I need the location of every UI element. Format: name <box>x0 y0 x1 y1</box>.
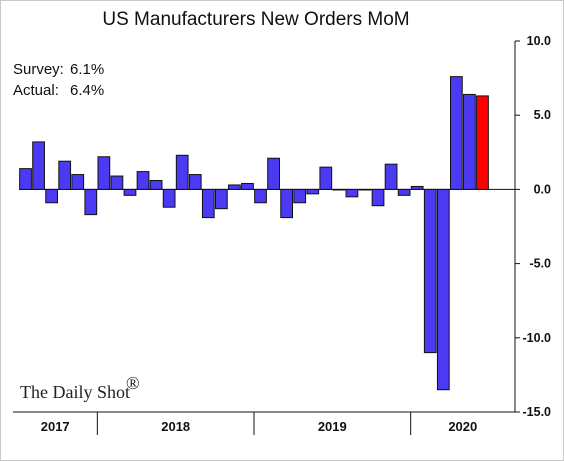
bar <box>123 188 137 196</box>
bar <box>58 160 72 190</box>
survey-label: Survey: <box>13 61 64 78</box>
x-axis: 2017 2018 2019 2020 <box>13 411 515 435</box>
bar <box>293 188 307 204</box>
bar <box>449 76 463 190</box>
y-tick-label: 10.0 <box>527 34 551 48</box>
y-tick-group: 10.0 5.0 0.0 -5.0 -10.0 -15.0 <box>515 34 551 419</box>
bar <box>32 141 45 190</box>
brand-watermark: The Daily Shot ® <box>20 373 140 402</box>
survey-value: 6.1% <box>70 61 104 78</box>
bar <box>175 154 189 190</box>
bar <box>384 163 398 190</box>
bar <box>345 188 359 198</box>
y-tick-label: -10.0 <box>523 331 552 345</box>
bar <box>71 174 85 190</box>
bar <box>423 188 437 354</box>
survey-annotation: Survey: 6.1% Actual: 6.4% <box>13 61 104 99</box>
bar-latest <box>476 95 489 190</box>
y-tick-label: -15.0 <box>523 405 552 419</box>
bar <box>149 180 163 190</box>
bars-group <box>19 76 489 391</box>
bar <box>19 168 32 190</box>
bar <box>162 188 176 208</box>
bar <box>358 188 372 191</box>
bar <box>254 188 267 204</box>
chart-title: US Manufacturers New Orders MoM <box>102 9 409 30</box>
y-tick-label: -5.0 <box>529 257 551 271</box>
bar <box>463 93 476 190</box>
brand-registered-mark: ® <box>126 373 140 393</box>
bar <box>397 188 411 196</box>
bar <box>332 188 346 191</box>
bar <box>45 188 59 204</box>
y-axis: 10.0 5.0 0.0 -5.0 -10.0 -15.0 <box>514 34 551 419</box>
bar <box>410 185 424 190</box>
actual-label: Actual: <box>13 82 59 99</box>
bar <box>110 175 124 190</box>
year-label: 2019 <box>318 419 347 434</box>
bar <box>214 188 228 210</box>
year-label: 2018 <box>161 419 190 434</box>
bar <box>280 188 294 219</box>
bar <box>84 188 98 216</box>
bar <box>228 184 241 190</box>
year-label: 2020 <box>448 419 477 434</box>
bar <box>319 166 333 190</box>
bar <box>97 156 111 190</box>
brand-name: The Daily Shot <box>20 382 130 402</box>
bar <box>436 188 450 391</box>
bar <box>201 188 215 219</box>
bar <box>136 171 150 190</box>
bar <box>306 188 320 195</box>
bar <box>371 188 385 207</box>
actual-value: 6.4% <box>70 82 104 99</box>
y-tick-label: 0.0 <box>534 182 551 196</box>
bar <box>241 182 254 190</box>
bar <box>267 157 280 190</box>
year-label: 2017 <box>41 419 70 434</box>
bar <box>188 174 202 190</box>
y-tick-label: 5.0 <box>534 108 551 122</box>
